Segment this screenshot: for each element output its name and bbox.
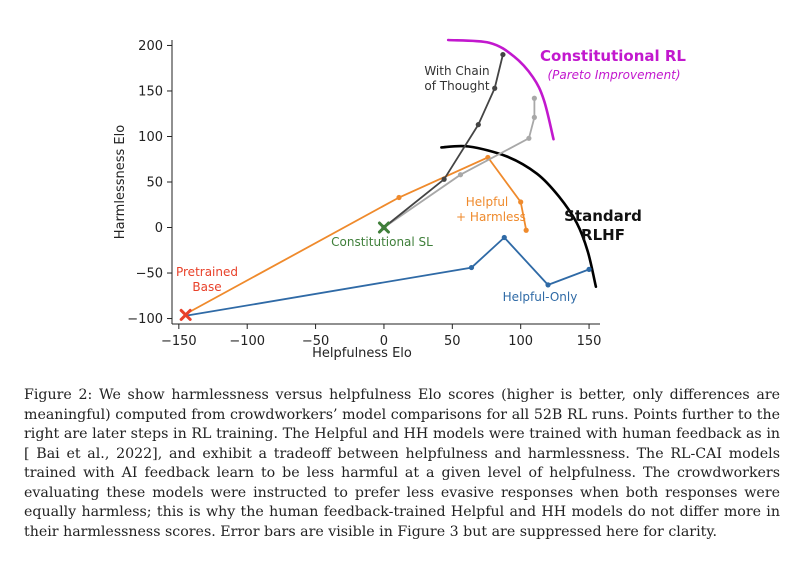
figure-caption: Figure 2: We show harmlessness versus he…: [24, 387, 780, 540]
x-tick-label: 50: [444, 334, 461, 349]
y-tick-label: 0: [155, 221, 163, 236]
constitutional-rl-line: [383, 98, 536, 229]
chain-of-thought-point: [492, 85, 498, 91]
x-tick-label: −50: [302, 334, 329, 349]
pretrained-base-marker: [179, 308, 192, 321]
figure: −150 −100 −50 0 50 100 150 −100 −50 0 50 100 150 200 H…: [113, 38, 686, 361]
helpful-only-point: [468, 264, 475, 271]
annotation-helpful-harmless: + Harmless: [456, 210, 526, 224]
annotation-constitutional-sl: Constitutional SL: [331, 235, 433, 249]
annotation-constitutional-rl: Constitutional RL: [540, 47, 686, 65]
x-tick-label: 150: [577, 334, 602, 349]
constitutional-rl-point: [526, 135, 532, 141]
x-tick-label: −100: [229, 334, 265, 349]
annotation-chain-of-thought: With Chain: [424, 64, 489, 78]
x-tick-label: 100: [508, 334, 533, 349]
x-tick-label: −150: [161, 334, 197, 349]
annotation-standard-rlhf: Standard: [564, 207, 642, 225]
y-tick-label: −50: [136, 267, 163, 282]
annotation-standard-rlhf: RLHF: [581, 226, 625, 244]
helpful-harmless-point: [518, 199, 524, 205]
chain-of-thought-point: [500, 51, 506, 58]
y-axis-label: Harmlessness Elo: [113, 125, 128, 239]
standard-rlhf-frontier: [440, 144, 598, 288]
constitutional-rl-point: [531, 95, 537, 101]
y-tick-label: 200: [138, 39, 163, 54]
chain-of-thought-point: [475, 122, 481, 128]
annotation-helpful-only: Helpful-Only: [503, 290, 578, 304]
constitutional-rl-frontier: [446, 38, 555, 141]
y-tick-label: −100: [127, 312, 163, 327]
helpful-only-line: [185, 236, 590, 317]
x-tick-label: 0: [380, 334, 388, 349]
y-tick-label: 100: [138, 130, 163, 145]
y-tick-label: 50: [146, 176, 163, 191]
x-axis-label: Helpfulness Elo: [312, 346, 412, 361]
chart: −150 −100 −50 0 50 100 150 −100 −50 0 50 100 150 200 H…: [113, 38, 686, 361]
helpful-only-point: [545, 282, 551, 288]
helpful-only-point: [501, 234, 507, 241]
annotation-chain-of-thought: of Thought: [424, 79, 489, 93]
annotation-pretrained-base: Pretrained: [176, 265, 238, 279]
annotation-helpful-harmless: Helpful: [466, 195, 509, 209]
helpful-harmless-point: [523, 227, 529, 233]
chain-of-thought-point: [441, 176, 447, 182]
helpful-harmless-point: [396, 194, 402, 201]
constitutional-sl-marker: [377, 221, 390, 234]
constitutional-rl-point: [531, 114, 537, 120]
annotation-pareto: (Pareto Improvement): [547, 68, 680, 82]
helpful-only-point: [586, 266, 592, 272]
y-tick-label: 150: [138, 84, 163, 99]
constitutional-rl-point: [457, 172, 464, 178]
annotation-pretrained-base: Base: [192, 280, 221, 294]
